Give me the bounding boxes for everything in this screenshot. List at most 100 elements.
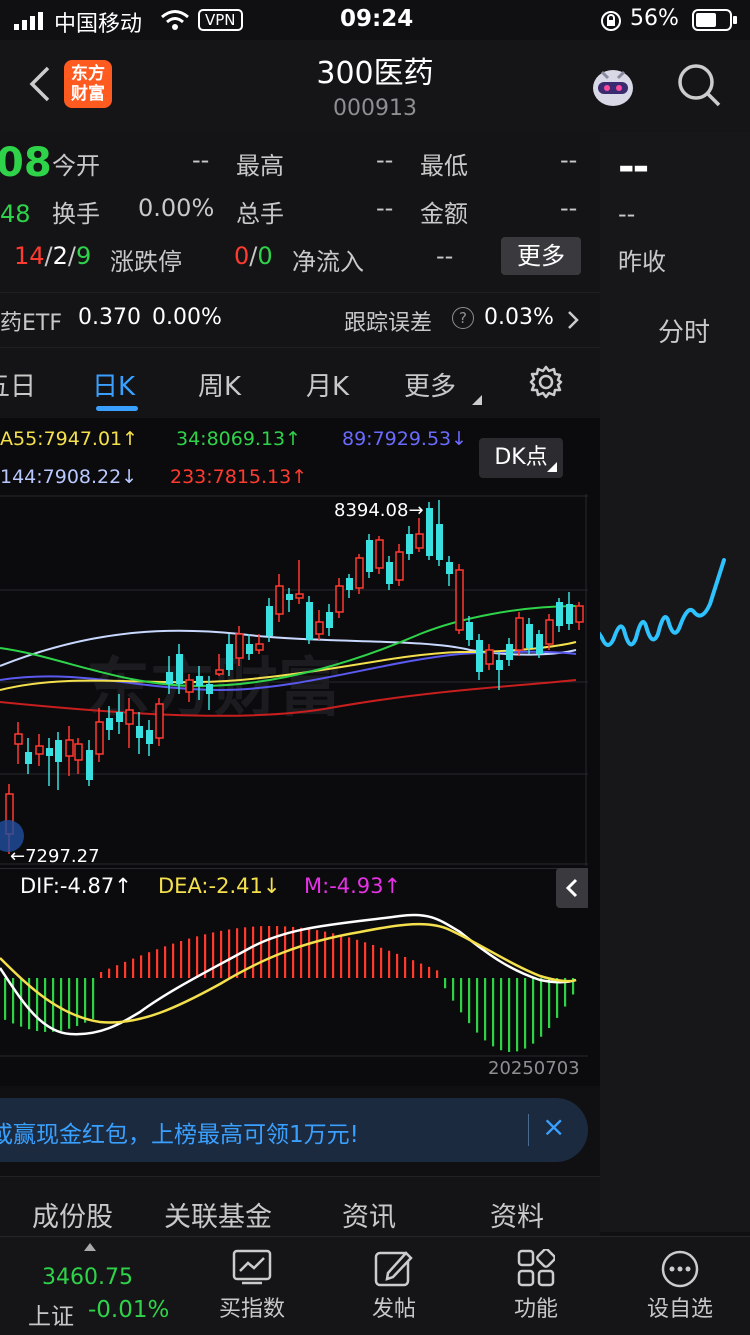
candle-body xyxy=(66,740,73,756)
macd-bar xyxy=(68,978,70,1029)
macd-bar xyxy=(372,945,374,978)
candle-body xyxy=(86,750,93,780)
label-amount: 金额 xyxy=(420,194,468,229)
candlestick-chart[interactable]: 东方财富 8394.08→ ←7297.27 xyxy=(0,494,588,866)
macd-bar xyxy=(348,937,350,978)
candle-body xyxy=(536,634,543,654)
chevron-left-icon xyxy=(565,877,579,899)
settings-gear-icon[interactable] xyxy=(528,364,564,404)
index-change: -0.01% xyxy=(88,1297,169,1323)
value-open: -- xyxy=(192,146,209,174)
macd-bar xyxy=(180,941,182,978)
battery-icon xyxy=(692,9,738,35)
candle-body xyxy=(506,644,513,660)
candle-body xyxy=(256,644,263,650)
macd-bar xyxy=(140,955,142,978)
price-value: 08 xyxy=(0,140,52,186)
search-icon[interactable] xyxy=(676,62,722,112)
tab-constituents[interactable]: 成份股 xyxy=(32,1195,113,1234)
close-icon[interactable]: × xyxy=(542,1110,565,1143)
promo-banner[interactable]: 或赢现金红包，上榜最高可领1万元! × xyxy=(0,1098,588,1162)
limit-counts: 0/0 xyxy=(234,242,273,270)
macd-bar xyxy=(228,929,230,978)
candle-body xyxy=(526,624,533,648)
ma233-legend: 233:7815.13↑ xyxy=(170,466,307,488)
advances: 14 xyxy=(14,242,45,270)
candle-body xyxy=(386,562,393,584)
intraday-panel: -- -- 昨收 分时 xyxy=(600,132,750,1232)
macd-bar xyxy=(484,978,486,1040)
candle-body xyxy=(15,734,22,744)
candle-body xyxy=(326,612,333,628)
candle-body xyxy=(556,602,563,626)
dea-line xyxy=(0,924,576,1022)
macd-bar xyxy=(220,931,222,978)
etf-bar[interactable]: 药ETF 0.370 0.00% 跟踪误差 ? 0.03% xyxy=(0,292,600,347)
macd-bar xyxy=(76,978,78,1026)
macd-bar xyxy=(92,978,94,1019)
candle-body xyxy=(336,586,343,612)
nav-functions-label: 功能 xyxy=(486,1291,586,1323)
macd-bar xyxy=(300,928,302,978)
macd-bar xyxy=(356,940,358,978)
macd-bar xyxy=(212,932,214,978)
index-value: 3460.75 xyxy=(42,1265,133,1290)
candle-body xyxy=(25,752,32,764)
tab-news[interactable]: 资讯 xyxy=(342,1195,396,1234)
candle-body xyxy=(266,606,273,636)
robot-avatar-icon[interactable] xyxy=(588,62,638,114)
signal-icon xyxy=(14,12,46,34)
rotation-lock-icon xyxy=(600,10,622,36)
nav-post-label: 发帖 xyxy=(344,1291,444,1323)
candle-body xyxy=(376,540,383,568)
tab-daily-k[interactable]: 日K xyxy=(92,366,135,403)
nav-set-watchlist[interactable]: 设自选 xyxy=(630,1237,730,1335)
candle-body xyxy=(516,618,523,650)
candle-body xyxy=(546,620,553,644)
macd-bar xyxy=(404,957,406,978)
macd-bar xyxy=(276,926,278,978)
ma144-legend: 144:7908.22↓ xyxy=(0,466,137,488)
macd-bar xyxy=(268,926,270,978)
tab-more[interactable]: 更多 xyxy=(404,366,456,403)
collapse-panel-button[interactable] xyxy=(556,868,588,908)
nav-post[interactable]: 发帖 xyxy=(344,1237,444,1335)
macd-bar xyxy=(132,959,134,978)
candle-body xyxy=(496,660,503,670)
candle-body xyxy=(236,634,243,658)
index-ticker[interactable]: 3460.75 上证 -0.01% xyxy=(0,1237,180,1335)
limit-up: 0 xyxy=(234,242,249,270)
candle-body xyxy=(466,622,473,640)
macd-bar xyxy=(412,960,414,978)
macd-bar xyxy=(492,978,494,1046)
tab-profile[interactable]: 资料 xyxy=(490,1195,544,1234)
chevron-right-icon[interactable] xyxy=(566,309,580,335)
value-low: -- xyxy=(560,146,577,174)
macd-bar xyxy=(428,967,430,978)
dk-points-button[interactable]: DK点 xyxy=(479,438,563,478)
value-turnover: 0.00% xyxy=(138,194,214,222)
candle-body xyxy=(126,710,133,724)
tab-intraday[interactable]: 分时 xyxy=(658,312,710,349)
label-tracking-error: 跟踪误差 xyxy=(344,305,432,337)
candle-body xyxy=(166,672,173,684)
dif-line xyxy=(0,915,576,1034)
tab-weekly-k[interactable]: 周K xyxy=(198,366,241,403)
help-icon[interactable]: ? xyxy=(452,307,474,329)
candle-body xyxy=(96,722,103,754)
nav-functions[interactable]: 功能 xyxy=(486,1237,586,1335)
m-value: M:-4.93 xyxy=(304,874,384,898)
nav-buy-index[interactable]: 买指数 xyxy=(200,1237,304,1335)
tab-5day[interactable]: 五日 xyxy=(0,366,36,403)
macd-chart[interactable] xyxy=(0,908,588,1058)
intraday-sparkline xyxy=(588,550,748,660)
candle-body xyxy=(416,534,423,548)
more-button[interactable]: 更多 xyxy=(501,237,581,275)
macd-bar xyxy=(500,978,502,1050)
macd-bar xyxy=(508,978,510,1052)
macd-bar xyxy=(340,935,342,978)
tab-related-funds[interactable]: 关联基金 xyxy=(164,1195,272,1234)
macd-bar xyxy=(100,972,102,978)
tab-monthly-k[interactable]: 月K xyxy=(306,366,349,403)
value-high: -- xyxy=(376,146,393,174)
